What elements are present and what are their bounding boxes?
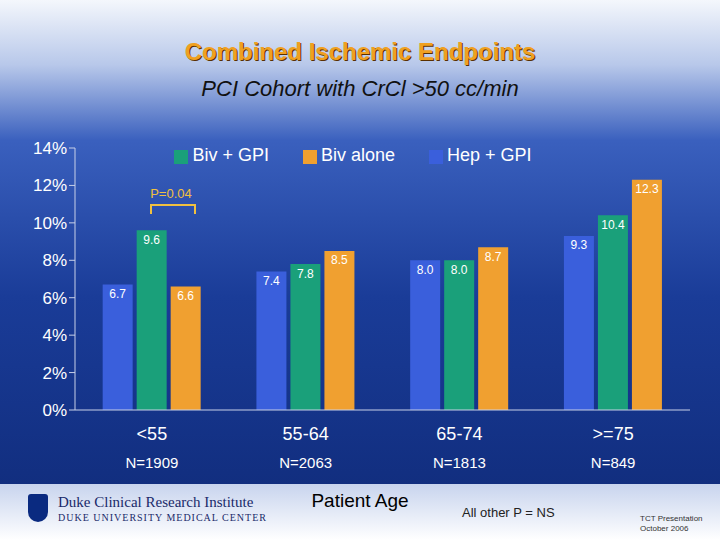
svg-text:10%: 10% — [33, 214, 67, 233]
html-text:Duke Clinical Research Institu: Duke Clinical Research Institute — [58, 494, 254, 510]
svg-text:8%: 8% — [42, 251, 67, 270]
html-text:All other P = NS: All other P = NS — [462, 505, 555, 520]
svg-text:8.7: 8.7 — [485, 250, 502, 264]
svg-text:N=849: N=849 — [591, 454, 636, 471]
html-text:Biv alone: Biv alone — [321, 145, 395, 165]
html-text:DUKE UNIVERSITY MEDICAL CENTER: DUKE UNIVERSITY MEDICAL CENTER — [58, 512, 267, 523]
svg-text:55-64: 55-64 — [283, 424, 329, 444]
svg-text:<55: <55 — [137, 424, 168, 444]
html-text:Hep + GPI: Hep + GPI — [447, 145, 532, 165]
svg-text:6%: 6% — [42, 289, 67, 308]
html-text:TCT Presentation: TCT Presentation — [640, 514, 703, 523]
svg-text:0%: 0% — [42, 401, 67, 420]
svg-text:8.5: 8.5 — [331, 253, 348, 267]
svg-text:N=1813: N=1813 — [433, 454, 486, 471]
svg-text:10.4: 10.4 — [601, 218, 625, 232]
svg-text:8.0: 8.0 — [417, 263, 434, 277]
svg-text:14%: 14% — [33, 139, 67, 158]
svg-text:9.6: 9.6 — [143, 233, 160, 247]
svg-text:6.6: 6.6 — [177, 289, 194, 303]
svg-text:N=2063: N=2063 — [279, 454, 332, 471]
svg-text:6.7: 6.7 — [109, 287, 126, 301]
html-text:PCI Cohort with CrCl >50 cc/mi: PCI Cohort with CrCl >50 cc/min — [201, 76, 519, 101]
svg-text:8.0: 8.0 — [451, 263, 468, 277]
svg-text:>=75: >=75 — [593, 424, 634, 444]
svg-text:65-74: 65-74 — [436, 424, 482, 444]
html-text:Patient Age: Patient Age — [311, 490, 409, 511]
svg-text:9.3: 9.3 — [571, 238, 588, 252]
svg-text:12.3: 12.3 — [635, 182, 659, 196]
svg-text:12%: 12% — [33, 176, 67, 195]
svg-text:2%: 2% — [42, 364, 67, 383]
svg-text:7.4: 7.4 — [263, 274, 280, 288]
html-text:October 2006: October 2006 — [640, 524, 689, 533]
html-text:Combined Ischemic Endpoints: Combined Ischemic Endpoints — [184, 38, 536, 65]
svg-text:N=1909: N=1909 — [125, 454, 178, 471]
svg-text:4%: 4% — [42, 326, 67, 345]
svg-text:7.8: 7.8 — [297, 267, 314, 281]
html-text:Biv + GPI: Biv + GPI — [192, 145, 269, 165]
html-text:P=0.04: P=0.04 — [150, 186, 192, 201]
